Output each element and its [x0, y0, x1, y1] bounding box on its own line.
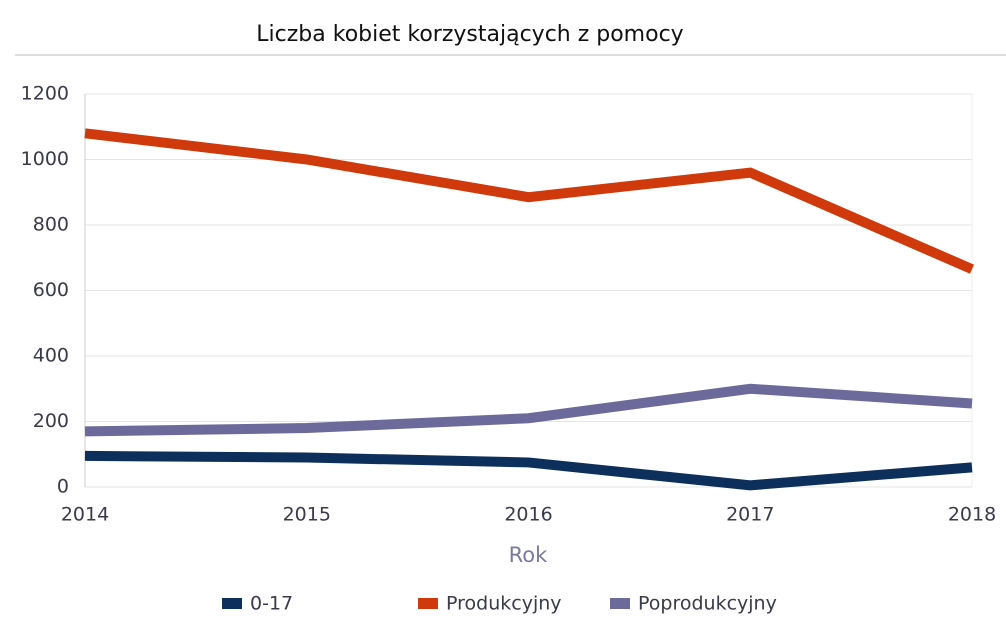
x-tick-label: 2016	[504, 504, 552, 526]
x-axis-label: Rok	[509, 543, 548, 567]
legend-label: Produkcyjny	[446, 593, 562, 615]
y-tick-label: 400	[33, 345, 69, 367]
x-tick-label: 2014	[61, 504, 109, 526]
y-tick-label: 1200	[21, 83, 69, 105]
y-tick-label: 0	[57, 476, 69, 498]
x-tick-label: 2017	[726, 504, 774, 526]
chart-title: Liczba kobiet korzystających z pomocy	[256, 22, 683, 47]
y-tick-label: 600	[33, 279, 69, 301]
legend-swatch	[418, 598, 438, 609]
legend-swatch	[222, 598, 242, 609]
y-tick-label: 800	[33, 214, 69, 236]
line	[84, 128, 974, 274]
x-tick-label: 2015	[283, 504, 331, 526]
legend-swatch	[610, 598, 630, 609]
line	[84, 450, 973, 491]
x-tick-label: 2018	[948, 504, 996, 526]
y-tick-label: 200	[33, 410, 69, 432]
legend-label: Poprodukcyjny	[638, 593, 777, 615]
line	[84, 383, 973, 437]
legend-label: 0-17	[250, 593, 293, 615]
y-tick-label: 1000	[21, 148, 69, 170]
